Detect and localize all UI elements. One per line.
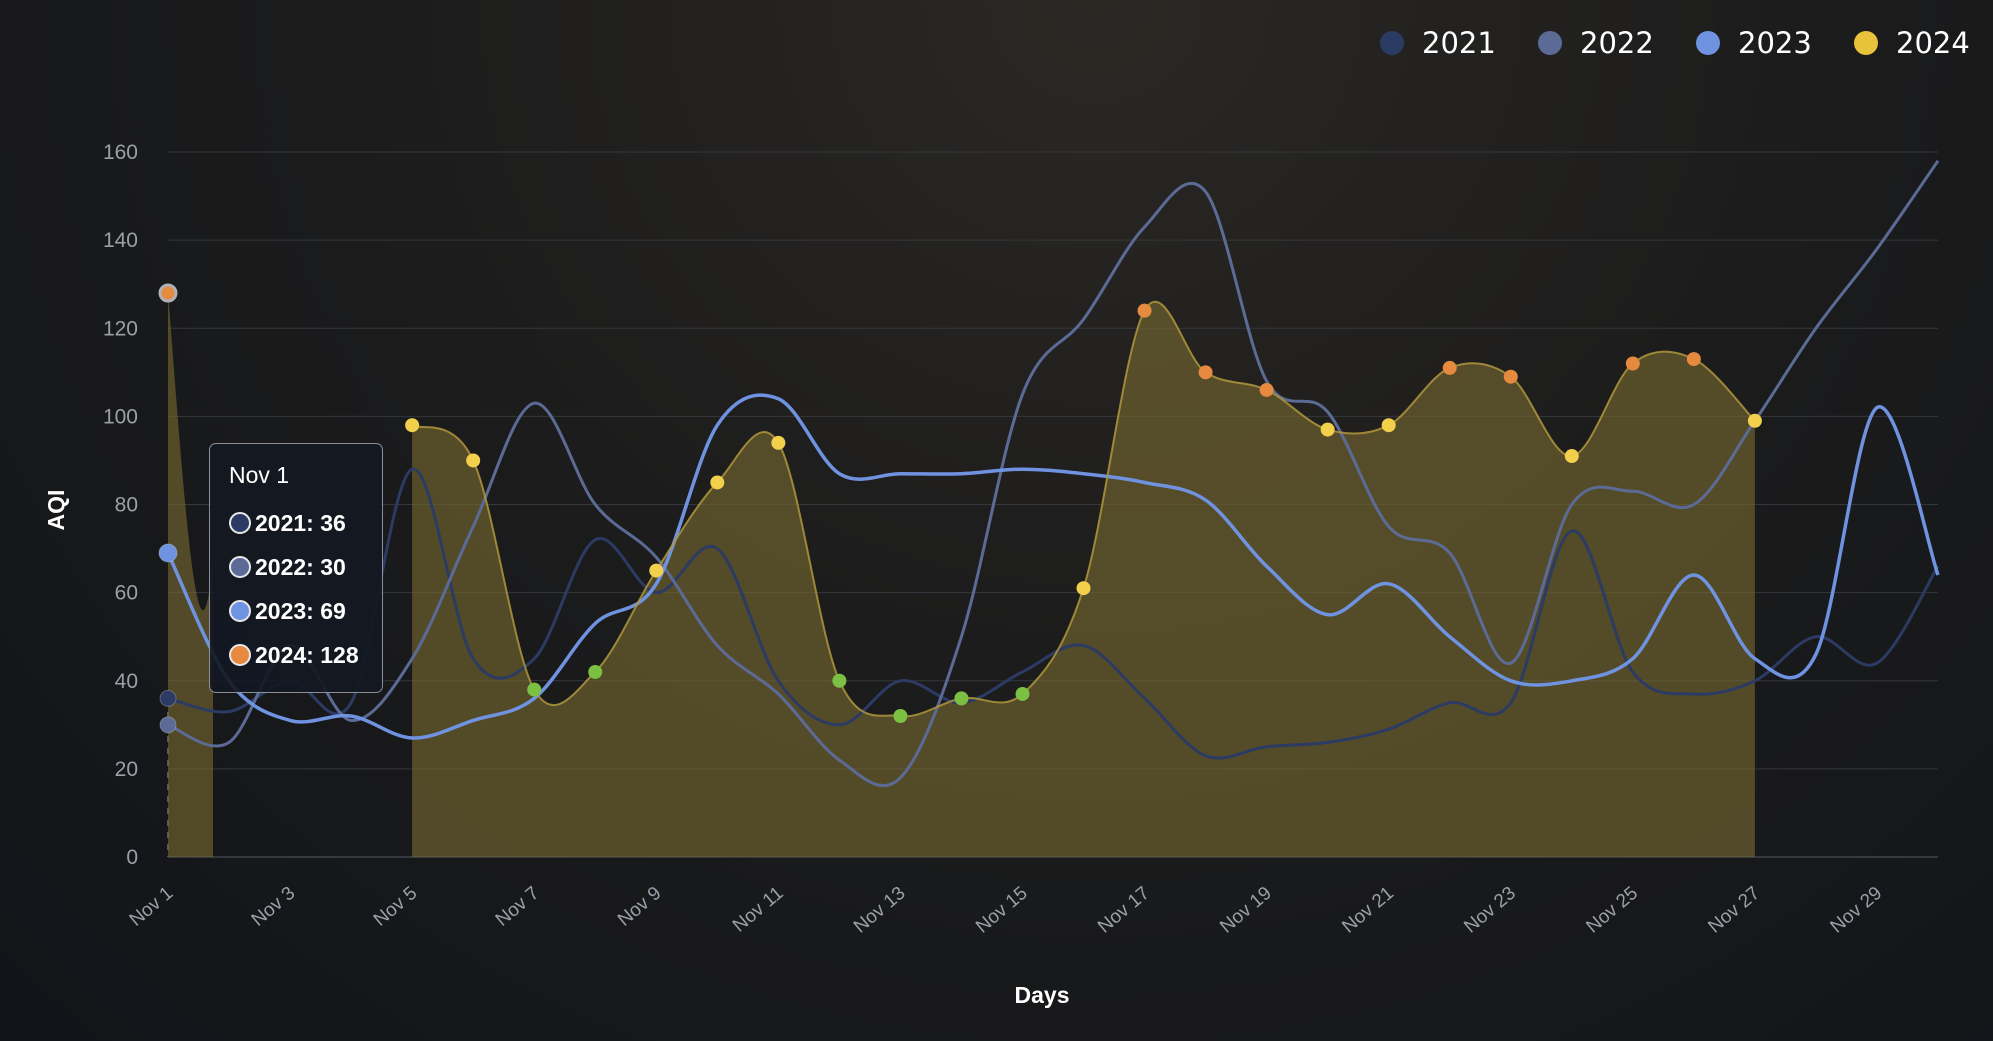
series-2024-point (527, 682, 542, 697)
tooltip-title: Nov 1 (229, 462, 290, 488)
tooltip-swatch-2022 (229, 556, 251, 578)
x-tick-label: Nov 29 (1827, 883, 1887, 938)
series-2024-point (893, 709, 908, 723)
series-2024-point (1137, 303, 1152, 318)
tooltip-value-2024: 128 (320, 641, 359, 668)
y-tick-label: 140 (103, 229, 138, 252)
series-2024-point (1686, 352, 1701, 367)
series-2022-line (167, 159, 1940, 788)
series-2024-point (1625, 356, 1640, 371)
y-tick-label: 120 (103, 317, 138, 340)
series-2024-point (1503, 369, 1518, 384)
legend-item-2022[interactable]: 2022 (1538, 26, 1654, 60)
series-2024-point (1259, 382, 1274, 397)
series-2023-line (166, 393, 1940, 740)
series-2024-point (832, 673, 847, 688)
series-2024-point (1076, 581, 1091, 596)
y-tick-label: 40 (115, 670, 138, 693)
x-tick-label: Nov 19 (1216, 883, 1276, 938)
series-2023-hover-point (158, 543, 178, 563)
y-tick-label: 80 (115, 494, 138, 517)
y-tick-label: 60 (115, 582, 138, 605)
legend-item-2024[interactable]: 2024 (1854, 26, 1970, 60)
x-tick-label: Nov 23 (1460, 883, 1520, 938)
y-axis-title: AQI (43, 490, 69, 531)
x-tick-label: Nov 3 (248, 883, 300, 931)
series-2022-hover-point (159, 716, 177, 734)
x-tick-label: Nov 5 (370, 883, 422, 931)
tooltip-value-2021: 36 (320, 509, 346, 536)
x-tick-label: Nov 11 (729, 883, 788, 937)
tooltip-label-2023: 2023 (255, 597, 307, 624)
series-2024-point (1442, 360, 1457, 375)
tooltip-swatch-2021 (229, 512, 251, 534)
series-2024-point (1320, 422, 1335, 437)
series-2024-point (158, 283, 178, 303)
x-tick-label: Nov 13 (850, 883, 910, 938)
tooltip-label-2021: 2021 (255, 509, 307, 536)
series-2024-point (1381, 418, 1396, 433)
hover-tooltip: Nov 1 2021: 36 2022: 30 2023: 69 2024: 1… (209, 443, 383, 693)
x-tick-label: Nov 15 (972, 883, 1032, 938)
series-2024-point (1747, 413, 1762, 428)
x-tick-label: Nov 25 (1582, 883, 1642, 938)
legend-item-2021[interactable]: 2021 (1380, 26, 1496, 60)
series-2024-point (405, 418, 420, 433)
x-axis-title: Days (1015, 982, 1070, 1008)
series-2024-point (1564, 449, 1579, 464)
legend-label-2024: 2024 (1896, 26, 1970, 60)
series-2021-hover-point (159, 689, 177, 707)
series-2024-point (466, 453, 481, 468)
series-2024-point (649, 563, 664, 578)
legend-label-2023: 2023 (1738, 26, 1812, 60)
series-2024-point (710, 475, 725, 490)
legend-label-2022: 2022 (1580, 26, 1654, 60)
y-tick-label: 0 (126, 846, 138, 869)
legend-swatch-2024 (1854, 31, 1878, 55)
series-2024-point (954, 691, 969, 706)
series-2024-point (771, 435, 786, 450)
tooltip-value-2022: 30 (320, 553, 346, 580)
x-tick-label: Nov 7 (492, 883, 544, 931)
legend-swatch-2022 (1538, 31, 1562, 55)
series-2024-point (1015, 686, 1030, 701)
legend-label-2021: 2021 (1422, 26, 1496, 60)
tooltip-row-2022: 2022: 30 (229, 545, 382, 589)
series-2024-area (412, 301, 1755, 857)
x-tick-label: Nov 21 (1338, 883, 1398, 938)
legend-swatch-2023 (1696, 31, 1720, 55)
series-2024-area-start (168, 293, 213, 857)
tooltip-row-2023: 2023: 69 (229, 589, 382, 633)
tooltip-value-2023: 69 (320, 597, 346, 624)
tooltip-row-2024: 2024: 128 (229, 633, 382, 677)
x-tick-label: Nov 9 (614, 883, 666, 931)
y-tick-label: 20 (115, 758, 138, 781)
tooltip-label-2022: 2022 (255, 553, 307, 580)
series-2021-line (167, 467, 1940, 760)
x-tick-label: Nov 1 (126, 883, 178, 931)
y-tick-label: 160 (103, 141, 138, 164)
y-tick-label: 100 (103, 405, 138, 428)
series-2024-point (588, 664, 603, 679)
tooltip-swatch-2024 (229, 644, 251, 666)
x-tick-label: Nov 27 (1704, 883, 1764, 938)
legend-swatch-2021 (1380, 31, 1404, 55)
tooltip-swatch-2023 (229, 600, 251, 622)
tooltip-label-2024: 2024 (255, 641, 307, 668)
series-2024-point (1198, 365, 1213, 380)
x-tick-label: Nov 17 (1094, 883, 1154, 938)
legend-item-2023[interactable]: 2023 (1696, 26, 1812, 60)
tooltip-row-2021: 2021: 36 (229, 501, 382, 545)
